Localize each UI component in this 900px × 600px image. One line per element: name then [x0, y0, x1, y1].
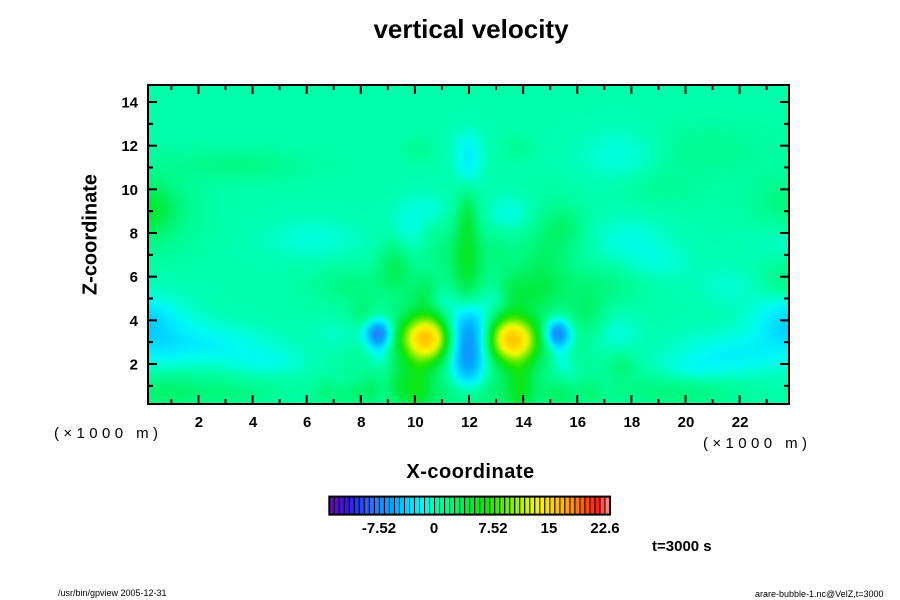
- svg-text:0: 0: [430, 520, 438, 537]
- svg-text:4: 4: [249, 414, 258, 431]
- svg-text:2: 2: [130, 356, 138, 373]
- svg-text:-7.52: -7.52: [362, 520, 396, 537]
- svg-text:6: 6: [303, 414, 311, 431]
- svg-text:4: 4: [130, 313, 139, 330]
- svg-text:7.52: 7.52: [478, 520, 507, 537]
- svg-text:12: 12: [461, 414, 478, 431]
- svg-text:8: 8: [130, 225, 138, 242]
- svg-text:20: 20: [678, 414, 695, 431]
- svg-text:10: 10: [121, 182, 138, 199]
- svg-text:22: 22: [732, 414, 749, 431]
- svg-text:18: 18: [624, 414, 641, 431]
- svg-text:6: 6: [130, 269, 138, 286]
- svg-text:10: 10: [407, 414, 424, 431]
- svg-text:14: 14: [121, 94, 138, 111]
- svg-text:14: 14: [515, 414, 532, 431]
- svg-text:15: 15: [541, 520, 558, 537]
- svg-text:22.6: 22.6: [590, 520, 619, 537]
- svg-text:8: 8: [357, 414, 365, 431]
- svg-text:12: 12: [121, 138, 138, 155]
- svg-text:16: 16: [569, 414, 586, 431]
- svg-text:2: 2: [195, 414, 203, 431]
